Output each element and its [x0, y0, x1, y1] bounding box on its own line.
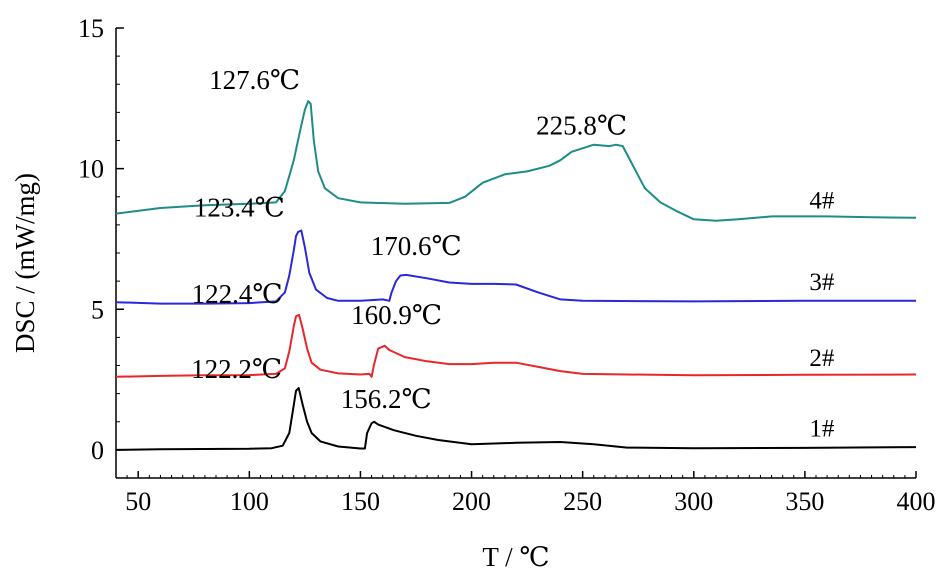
x-tick-label: 400 [897, 487, 936, 516]
series-layer [115, 100, 917, 451]
peak-annotation: 170.6℃ [371, 231, 462, 261]
y-tick-label: 10 [78, 155, 104, 184]
axes: 50 100 150 200 250 300 350 400 0 5 10 15 T / ℃ DSC / … [10, 14, 936, 572]
series-line-2 [115, 313, 917, 378]
x-tick-label: 250 [563, 487, 602, 516]
x-tick-label: 350 [785, 487, 824, 516]
peak-annotation: 156.2℃ [341, 384, 432, 414]
series-label-4: 4# [809, 188, 835, 215]
peak-annotation: 160.9℃ [351, 300, 442, 330]
x-tick-label: 200 [452, 487, 491, 516]
peak-annotation: 123.4℃ [194, 193, 285, 223]
x-tick-label: 150 [341, 487, 380, 516]
series-line-3 [115, 229, 916, 305]
peak-annotation: 122.2℃ [191, 354, 282, 384]
series-label-2: 2# [809, 345, 835, 372]
peak-annotation: 225.8℃ [536, 111, 627, 141]
x-axis-label: T / ℃ [482, 542, 549, 572]
peak-annotation: 122.4℃ [192, 279, 283, 309]
peak-annotation: 127.6℃ [209, 65, 300, 95]
series-line-4 [115, 100, 917, 222]
y-tick-label: 5 [91, 295, 104, 324]
y-tick-label: 0 [91, 436, 104, 465]
x-tick-label: 300 [674, 487, 713, 516]
y-tick-label: 15 [78, 14, 104, 43]
series-label-1: 1# [809, 415, 835, 442]
y-axis-label: DSC / (mW/mg) [10, 173, 40, 353]
series-label-3: 3# [809, 269, 835, 296]
x-tick-label: 50 [125, 487, 151, 516]
labels-layer: 1# 2# 3# 4# 127.6℃ 225.8℃ 123.4℃ 170.6℃ 122.4℃ 16… [191, 65, 835, 442]
x-tick-label: 100 [230, 487, 269, 516]
series-line-1 [115, 387, 917, 451]
